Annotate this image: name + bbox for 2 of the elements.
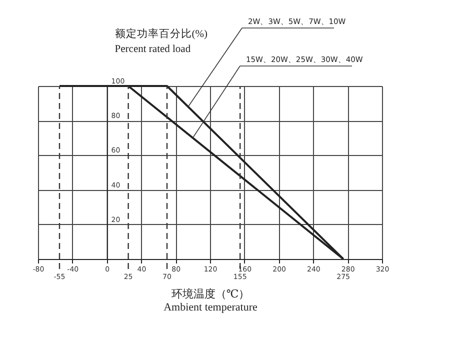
- y-axis-title: 额定功率百分比(%) Percent rated load: [114, 27, 208, 55]
- x-axis-title: 环境温度（℃） Ambient temperature: [164, 288, 258, 314]
